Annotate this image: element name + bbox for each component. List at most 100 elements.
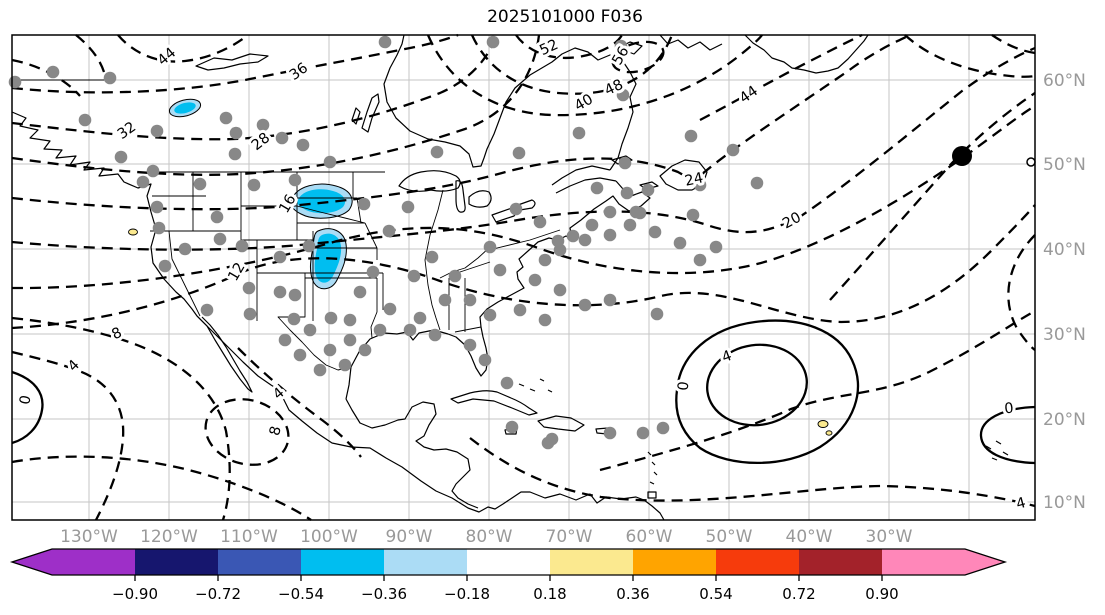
station-dot	[590, 181, 604, 195]
canadian-lakes	[195, 53, 380, 133]
station-dot	[538, 313, 552, 327]
lon-label: 90°W	[386, 527, 433, 547]
station-dot	[553, 283, 567, 297]
station-dot	[603, 205, 617, 219]
station-dot	[463, 338, 477, 352]
contour-label: 4	[1014, 495, 1027, 513]
contour-0-solid-right-edge	[979, 405, 1036, 465]
station-dot	[750, 176, 764, 190]
contour-36	[11, 33, 459, 94]
baja-peninsula	[196, 315, 253, 393]
station-dot	[353, 285, 367, 299]
station-dot	[430, 145, 444, 159]
station-dot	[693, 253, 707, 267]
station-dot	[533, 215, 547, 229]
station-dot	[146, 164, 160, 178]
station-dot	[578, 233, 592, 247]
station-dot	[463, 293, 477, 307]
station-dot	[726, 143, 740, 157]
highlight-black-dot	[952, 146, 972, 166]
colorbar-segment	[218, 549, 301, 575]
colorbar-tick-label: 0.18	[533, 585, 566, 603]
lon-label: 40°W	[786, 527, 833, 547]
shade-core-nebraska	[297, 189, 346, 214]
colorbar-tick-label: −0.18	[444, 585, 490, 603]
lon-label: 130°W	[60, 527, 118, 547]
station-dot	[114, 150, 128, 164]
station-dot	[509, 202, 523, 216]
station-dot	[603, 228, 617, 242]
special-markers	[952, 146, 1036, 167]
station-dot	[178, 242, 192, 256]
station-dot	[219, 111, 233, 125]
contour-16	[11, 105, 1036, 290]
contour-0-west	[11, 455, 312, 521]
colorbar-segment	[716, 549, 799, 575]
station-dot	[614, 39, 628, 53]
station-dot	[566, 229, 580, 243]
station-dot	[500, 376, 514, 390]
contour-label: 4	[270, 385, 287, 403]
station-dot	[623, 218, 637, 232]
shade-yellow-atlantic-2	[825, 430, 833, 436]
contour-label: 20	[780, 210, 804, 233]
station-dot	[193, 177, 207, 191]
station-dot	[150, 200, 164, 214]
station-dot	[273, 250, 287, 264]
small-islands	[518, 378, 1009, 499]
contour-12	[11, 204, 1036, 330]
station-dot	[358, 343, 372, 357]
lat-label: 10°N	[1043, 493, 1086, 513]
station-dot	[438, 293, 452, 307]
station-dot	[78, 113, 92, 127]
station-dot	[213, 232, 227, 246]
station-dot	[686, 208, 700, 222]
colorbar-segment	[301, 549, 384, 575]
contour-28	[11, 34, 541, 176]
station-dot	[684, 129, 698, 143]
station-dot	[303, 323, 317, 337]
colorbar-segment	[467, 549, 550, 575]
contour-24	[11, 33, 911, 211]
shade-core-alberta	[174, 102, 196, 114]
station-dot	[273, 285, 287, 299]
longitude-tick-labels: 130°W 120°W 110°W 100°W 90°W 80°W 70°W 60°W 50°W…	[60, 527, 913, 547]
station-dot	[656, 421, 670, 435]
colorbar-tick-label: −0.90	[112, 585, 158, 603]
station-dot	[288, 288, 302, 302]
colorbar-segment	[882, 549, 965, 575]
greenland-tip	[744, 34, 869, 74]
colorbar-tick-label: 0.36	[616, 585, 649, 603]
station-dot	[158, 259, 172, 273]
station-dot	[486, 35, 500, 49]
colorbar-tick-label: −0.72	[195, 585, 241, 603]
colorbar-segment	[799, 549, 882, 575]
great-lakes	[398, 170, 536, 223]
colorbar-segment	[550, 549, 633, 575]
station-dot	[103, 71, 117, 85]
colorbar-outline	[9, 548, 1008, 576]
station-dot	[136, 175, 150, 189]
contour-32	[11, 34, 498, 141]
station-dot	[407, 269, 421, 283]
lon-label: 100°W	[300, 527, 358, 547]
contour-44-top	[117, 34, 249, 63]
latitude-tick-labels: 60°N 50°N 40°N 30°N 20°N 10°N	[1043, 71, 1086, 513]
station-dot	[242, 281, 256, 295]
lon-label: 70°W	[546, 527, 593, 547]
station-dot	[483, 240, 497, 254]
contour-through-black-dot	[829, 92, 1036, 301]
station-dot	[338, 358, 352, 372]
station-dot	[585, 218, 599, 232]
station-dot	[228, 147, 242, 161]
station-dot	[46, 65, 60, 79]
contour-label: 0	[676, 381, 693, 392]
station-dot	[478, 353, 492, 367]
colorbar-left-arrow	[12, 549, 52, 575]
station-dots	[8, 35, 764, 450]
station-dot	[323, 155, 337, 169]
station-dot	[578, 298, 592, 312]
hudson-bay-labrador	[383, 34, 637, 171]
